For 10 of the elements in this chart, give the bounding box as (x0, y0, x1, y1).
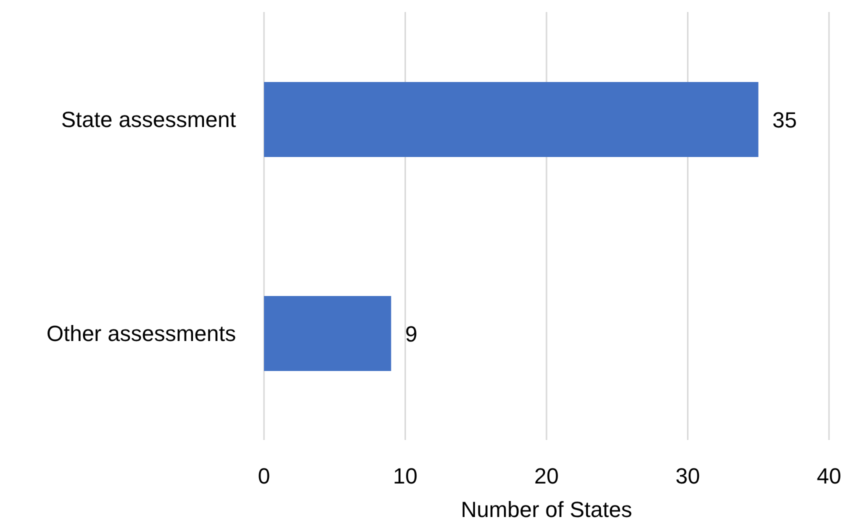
x-tick-label: 30 (676, 464, 700, 489)
data-label: 9 (405, 321, 418, 346)
y-tick-label: Other assessments (46, 320, 236, 346)
y-tick-label: State assessment (61, 106, 236, 132)
x-tick-label: 20 (534, 464, 559, 489)
x-tick-label: 0 (258, 464, 270, 489)
data-label: 35 (772, 107, 797, 132)
x-tick-label: 40 (816, 464, 842, 489)
x-tick-label: 10 (393, 464, 418, 489)
x-axis-title: Number of States (460, 497, 632, 521)
